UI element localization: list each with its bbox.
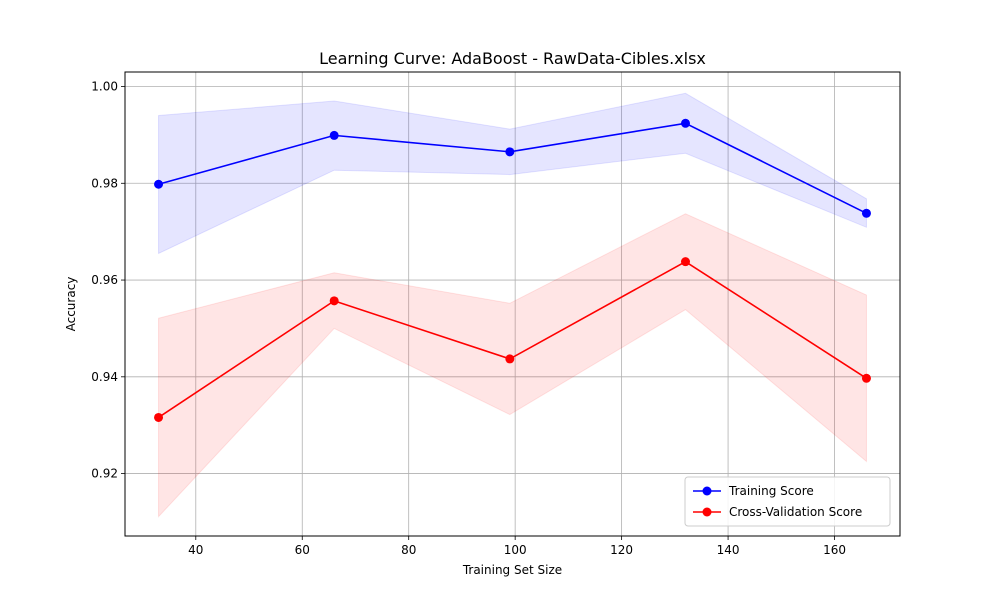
data-point [505,147,515,157]
x-tick-label: 40 [188,543,203,557]
data-point [329,296,339,306]
data-point [680,257,690,267]
grid-lines [125,72,900,536]
x-tick-label: 100 [504,543,527,557]
x-tick-label: 60 [295,543,310,557]
legend-label: Training Score [728,484,814,498]
x-tick-label: 120 [610,543,633,557]
data-point [680,118,690,128]
x-axis-label: Training Set Size [462,563,562,577]
confidence-band-1 [158,213,867,518]
data-point [861,373,871,383]
y-tick-label: 1.00 [91,80,118,94]
data-point [154,412,164,422]
plot-frame [124,71,901,537]
legend-marker [702,486,712,496]
data-point [329,130,339,140]
data-point [861,208,871,218]
legend-label: Cross-Validation Score [729,505,862,519]
y-axis-label: Accuracy [64,277,78,332]
y-tick-label: 0.94 [91,370,118,384]
chart-title: Learning Curve: AdaBoost - RawData-Cible… [319,49,706,68]
series-points [154,118,871,422]
y-tick-label: 0.92 [91,467,118,481]
legend-marker [702,507,712,517]
data-point [505,354,515,364]
x-tick-label: 80 [401,543,416,557]
axis-ticks: 40 60 80 100 120 140 160 0.92 0.94 0.96 0.98 1.00 [91,80,846,557]
y-tick-label: 0.98 [91,176,118,190]
x-tick-label: 140 [717,543,740,557]
y-tick-label: 0.96 [91,273,118,287]
x-tick-label: 160 [823,543,846,557]
data-point [154,179,164,189]
legend: Training Score Cross-Validation Score [684,476,891,527]
legend-box [684,476,891,527]
